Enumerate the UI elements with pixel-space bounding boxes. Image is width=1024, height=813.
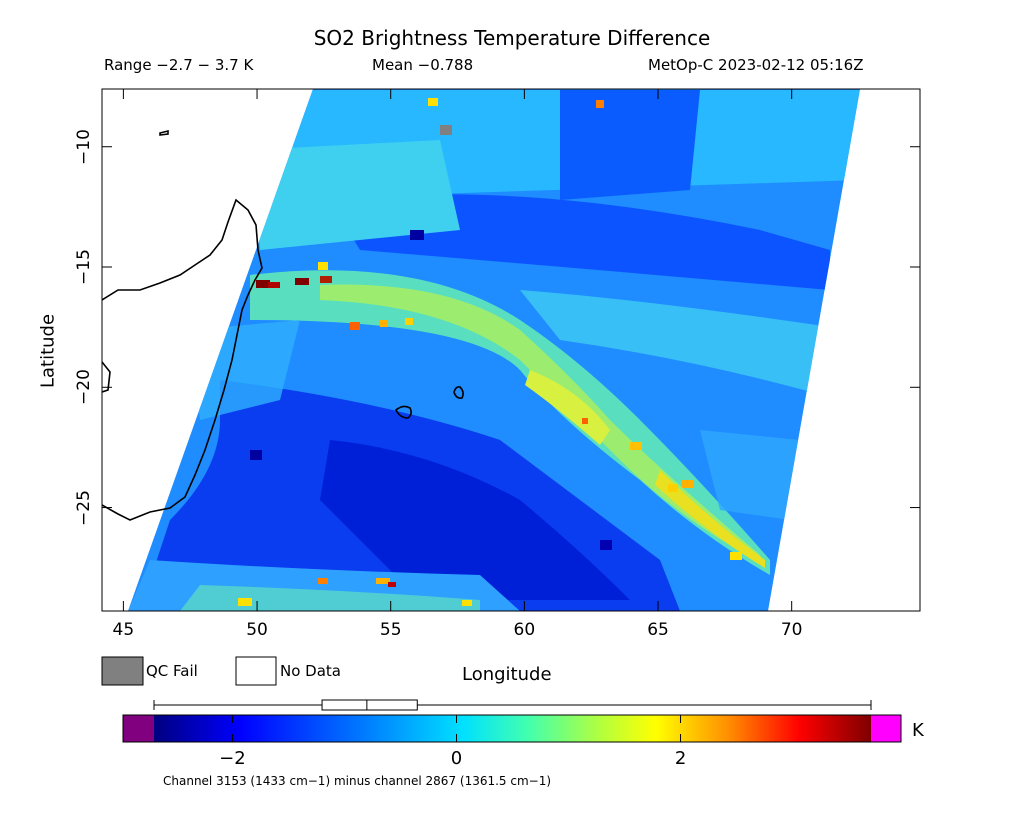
reunion-outline <box>395 405 412 419</box>
lon-tick-label: 45 <box>112 620 135 640</box>
lat-tick-marks <box>102 146 920 509</box>
colorbar-gradient <box>154 715 871 742</box>
range-text: Range −2.7 − 3.7 K <box>104 56 254 74</box>
colorbar <box>122 714 902 743</box>
lat-tick-label: −25 <box>74 489 94 526</box>
colorbar-unit: K <box>912 720 924 741</box>
colorbar-high-end <box>871 715 901 742</box>
mauritius-outline <box>453 386 464 399</box>
lat-tick-label: −10 <box>74 128 94 165</box>
swath-image <box>128 89 860 611</box>
lon-tick-label: 70 <box>780 620 803 640</box>
chart-title: SO2 Brightness Temperature Difference <box>313 26 711 50</box>
no-data-label: No Data <box>280 662 341 680</box>
distribution-boxplot <box>153 699 872 711</box>
qc-fail-swatch <box>101 656 144 686</box>
colorbar-tick-label: −2 <box>219 748 246 769</box>
colorbar-low-end <box>123 715 154 742</box>
colorbar-tick-label: 0 <box>450 748 463 769</box>
no-data-swatch <box>235 656 277 686</box>
coastline <box>102 129 263 521</box>
lat-tick-label: −20 <box>74 369 94 406</box>
lon-tick-label: 60 <box>513 620 536 640</box>
lat-tick-label: −15 <box>74 249 94 285</box>
mean-text: Mean −0.788 <box>372 56 474 74</box>
channel-footnote: Channel 3153 (1433 cm−1) minus channel 2… <box>163 774 552 788</box>
lon-tick-label: 55 <box>379 620 402 640</box>
lon-tick-label: 50 <box>246 620 268 640</box>
y-axis-title: Latitude <box>37 313 59 389</box>
lon-tick-label: 65 <box>647 620 669 640</box>
lon-tick-marks <box>122 89 793 611</box>
satellite-time-text: MetOp-C 2023-02-12 05:16Z <box>648 56 864 74</box>
colorbar-tick-label: 2 <box>674 748 687 769</box>
x-axis-title: Longitude <box>462 664 552 685</box>
qc-fail-label: QC Fail <box>146 662 198 680</box>
plot-frame <box>101 88 921 612</box>
